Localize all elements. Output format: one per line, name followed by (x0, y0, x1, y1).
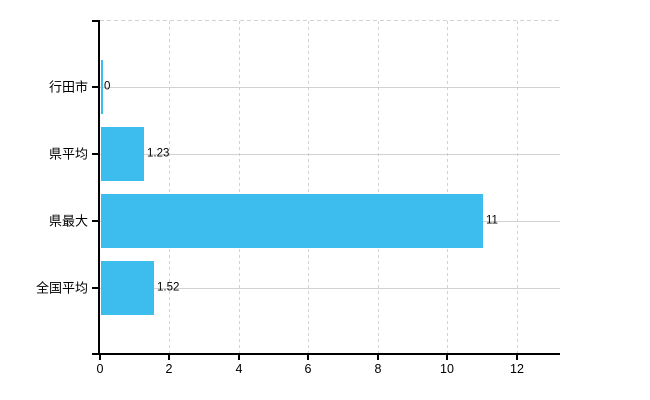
category-label: 行田市 (48, 79, 88, 95)
bar (101, 194, 483, 248)
bar-value-label: 1.23 (147, 147, 170, 160)
y-axis-tick (92, 86, 100, 88)
y-axis-tick (92, 287, 100, 289)
bar-value-label: 11 (486, 214, 498, 227)
y-axis-tick (92, 220, 100, 222)
bar (101, 60, 103, 114)
x-axis-tick-label: 2 (165, 362, 173, 376)
x-axis-tick (168, 355, 170, 360)
bar-value-label: 0 (104, 80, 111, 93)
x-axis-tick (446, 355, 448, 360)
y-axis-end-tick (92, 20, 100, 22)
x-axis-tick-label: 8 (374, 362, 382, 376)
horizontal-gridline (100, 288, 560, 289)
bar-value-label: 1.52 (157, 281, 180, 294)
x-axis-tick (238, 355, 240, 360)
vertical-gridline (447, 21, 448, 354)
horizontal-gridline (100, 87, 560, 88)
category-label: 県平均 (48, 146, 88, 162)
plot-top-border (100, 20, 560, 21)
vertical-gridline (517, 21, 518, 354)
vertical-gridline (169, 21, 170, 354)
y-axis-tick (92, 153, 100, 155)
horizontal-gridline (100, 154, 560, 155)
vertical-gridline (239, 21, 240, 354)
y-axis-line (98, 20, 100, 355)
x-axis-tick-label: 12 (510, 362, 524, 376)
x-axis-tick-label: 6 (304, 362, 312, 376)
bar (101, 127, 144, 181)
category-label: 県最大 (48, 213, 88, 229)
category-label: 全国平均 (35, 280, 88, 296)
x-axis-tick (516, 355, 518, 360)
x-axis-tick (377, 355, 379, 360)
x-axis-tick (99, 355, 101, 360)
vertical-gridline (308, 21, 309, 354)
x-axis-line (92, 353, 560, 355)
x-axis-tick (307, 355, 309, 360)
x-axis-tick-label: 0 (96, 362, 104, 376)
vertical-gridline (378, 21, 379, 354)
bar (101, 261, 154, 315)
x-axis-tick-label: 4 (235, 362, 243, 376)
x-axis-tick-label: 10 (440, 362, 454, 376)
